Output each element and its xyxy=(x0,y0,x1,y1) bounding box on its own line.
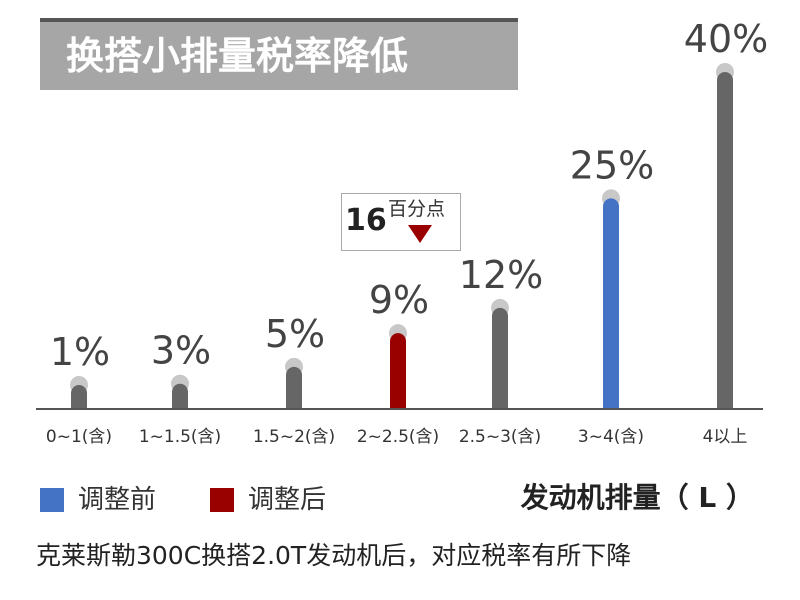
tick-label: 2~2.5(含) xyxy=(357,427,439,447)
tick-label: 1~1.5(含) xyxy=(139,427,221,447)
tick-label: 2.5~3(含) xyxy=(459,427,541,447)
data-labels-group: 1% 3% 5% 9% 12% 25% 40% xyxy=(50,17,768,374)
tick-labels-group: 0~1(含) 1~1.5(含) 1.5~2(含) 2~2.5(含) 2.5~3(含) 3~… xyxy=(46,427,747,447)
annotation-unit: 百分点 xyxy=(388,198,446,220)
bar-base xyxy=(717,399,733,409)
down-arrow-icon xyxy=(408,225,432,243)
bar xyxy=(603,198,619,409)
data-label: 40% xyxy=(684,17,768,61)
legend-swatch-after xyxy=(210,488,234,512)
tick-label: 1.5~2(含) xyxy=(253,427,335,447)
tick-label: 4以上 xyxy=(703,427,748,447)
title-banner: 换搭小排量税率降低 xyxy=(40,18,518,90)
caption: 克莱斯勒300C换搭2.0T发动机后，对应税率有所下降 xyxy=(36,541,632,570)
data-label: 25% xyxy=(570,143,654,187)
bar xyxy=(492,307,508,409)
bar-base xyxy=(603,399,619,409)
tick-label: 3~4(含) xyxy=(578,427,644,447)
data-label: 3% xyxy=(151,329,211,373)
data-label: 5% xyxy=(265,312,325,356)
bars-group xyxy=(70,63,734,409)
x-axis-title: 发动机排量（ L ） xyxy=(520,481,754,514)
bar-base xyxy=(390,399,406,409)
data-label: 12% xyxy=(459,253,543,297)
chart-title: 换搭小排量税率降低 xyxy=(66,34,409,78)
bar xyxy=(286,366,302,409)
legend-label-before: 调整前 xyxy=(78,485,157,515)
bar-base xyxy=(286,399,302,409)
annotation-value: 16 xyxy=(345,203,387,238)
data-label: 1% xyxy=(50,330,110,374)
bar-base xyxy=(172,399,188,409)
legend-swatch-before xyxy=(40,488,64,512)
change-annotation: 16 百分点 xyxy=(341,193,461,251)
bar xyxy=(390,333,406,409)
bar-base xyxy=(492,399,508,409)
legend-label-after: 调整后 xyxy=(248,485,327,515)
data-label: 9% xyxy=(369,278,429,322)
tick-label: 0~1(含) xyxy=(46,427,112,447)
bar-chart: 1% 3% 5% 9% 12% 25% 40% 0~1(含) 1~1.5(含) 1.5~2(含)… xyxy=(36,17,768,447)
bar-base xyxy=(71,399,87,409)
bar xyxy=(717,72,733,409)
